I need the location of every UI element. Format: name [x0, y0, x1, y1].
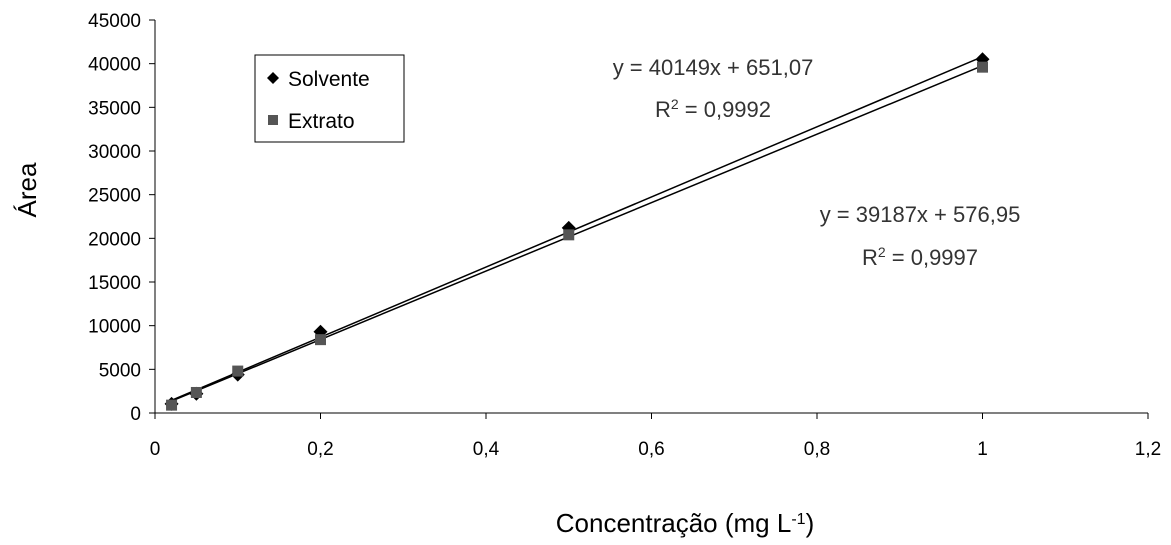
point-extrato — [977, 61, 988, 73]
y-tick-label: 45000 — [88, 11, 141, 32]
x-tick-label: 0 — [150, 439, 161, 460]
x-tick-label: 0,8 — [804, 439, 830, 460]
y-tick-label: 10000 — [88, 317, 141, 338]
point-extrato — [315, 334, 326, 346]
y-tick-label: 40000 — [88, 55, 141, 76]
r2-extrato-base: R — [862, 245, 878, 270]
x-tick-label: 1,2 — [1135, 439, 1161, 460]
point-extrato — [563, 229, 575, 241]
equation-extrato: y = 39187x + 576,95 R2 = 0,9997 — [820, 202, 1021, 270]
x-tick-label: 0,6 — [638, 439, 664, 460]
legend-box — [254, 54, 405, 143]
y-tick-label: 5000 — [99, 360, 141, 381]
x-tick-label: 1 — [977, 439, 988, 460]
legend-label-solvente: Solvente — [288, 68, 370, 91]
x-tick-label: 0,4 — [473, 439, 500, 460]
point-extrato — [190, 386, 202, 398]
r2-solvente-sup: 2 — [671, 96, 679, 112]
trendline-extrato — [171, 65, 983, 402]
point-extrato — [166, 399, 178, 411]
r2-extrato: R2 = 0,9997 — [862, 244, 978, 270]
point-extrato — [232, 365, 244, 377]
legend: Solvente Extrato — [254, 54, 405, 143]
y-axis-title: Área — [12, 162, 42, 217]
x-axis-title-base: Concentração (mg L — [556, 508, 792, 538]
equation-solvente-line: y = 40149x + 651,07 — [613, 55, 814, 80]
y-tick-label: 0 — [130, 404, 141, 425]
x-axis-title: Concentração (mg L-1) — [556, 508, 814, 538]
x-tick-label: 0,2 — [307, 439, 333, 460]
data-points — [164, 52, 990, 411]
r2-extrato-sup: 2 — [878, 244, 886, 260]
x-axis-title-sup: -1 — [791, 511, 805, 528]
equation-solvente: y = 40149x + 651,07 R2 = 0,9992 — [613, 55, 814, 122]
y-tick-label: 25000 — [88, 186, 141, 207]
equation-extrato-line: y = 39187x + 576,95 — [820, 202, 1021, 227]
y-tick-label: 15000 — [88, 273, 141, 294]
x-axis-title-tail: ) — [806, 508, 815, 538]
legend-label-extrato: Extrato — [288, 110, 355, 133]
axes: 0 0,2 0,4 0,6 0,8 1 1,2 0 5000 10000 15000 20000 250… — [88, 11, 1161, 460]
y-tick-label: 30000 — [88, 142, 141, 163]
legend-marker-extrato — [268, 115, 278, 125]
trendline-solvente — [171, 55, 983, 401]
legend-marker-solvente — [267, 72, 279, 84]
point-solvente — [975, 52, 990, 67]
trendlines — [171, 55, 983, 402]
y-tick-label: 20000 — [88, 229, 141, 250]
r2-solvente-tail: = 0,9992 — [679, 97, 771, 122]
r2-extrato-tail: = 0,9997 — [886, 245, 978, 270]
r2-solvente-base: R — [655, 97, 671, 122]
y-tick-label: 35000 — [88, 98, 141, 119]
r2-solvente: R2 = 0,9992 — [655, 96, 771, 122]
